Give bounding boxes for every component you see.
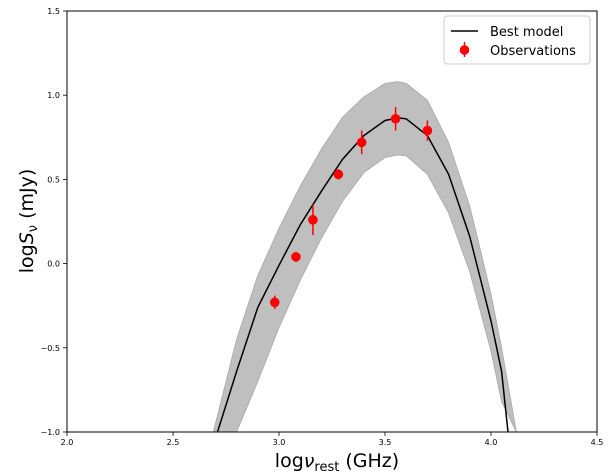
x-tick-label: 3.0 bbox=[273, 438, 286, 447]
plot-area bbox=[212, 81, 517, 432]
uncertainty-band-layer bbox=[212, 81, 517, 432]
y-axis-label-subscript: ν bbox=[26, 225, 41, 232]
y-tick-label: −0.5 bbox=[41, 344, 60, 353]
observation-point bbox=[422, 125, 433, 136]
x-tick-label: 3.5 bbox=[379, 438, 392, 447]
x-tick-label: 4.0 bbox=[485, 438, 498, 447]
best-model-line bbox=[216, 117, 509, 432]
y-tick-label: −1.0 bbox=[41, 428, 60, 437]
legend-label-best-model: Best model bbox=[490, 25, 563, 40]
x-axis-label-prefix: log bbox=[275, 450, 304, 471]
y-tick-label: 0.0 bbox=[47, 260, 60, 269]
y-axis-label-symbol: S bbox=[16, 232, 38, 244]
observation-point bbox=[333, 169, 344, 180]
x-axis-label: logνrest (GHz) bbox=[275, 450, 399, 471]
x-tick-label: 2.0 bbox=[61, 438, 74, 447]
observation-point bbox=[308, 215, 318, 225]
x-axis: 2.0 2.5 3.0 3.5 4.0 4.5 bbox=[61, 432, 604, 447]
x-axis-label-suffix: (GHz) bbox=[339, 450, 399, 471]
y-tick-label: 1.5 bbox=[47, 7, 60, 16]
y-axis: −1.0 −0.5 0.0 0.5 1.0 1.5 bbox=[41, 7, 67, 437]
legend-box bbox=[443, 15, 591, 65]
x-axis-label-subscript: rest bbox=[314, 460, 339, 471]
legend-label-observations: Observations bbox=[490, 44, 576, 59]
legend-marker-swatch bbox=[459, 45, 470, 55]
legend: Best model Observations bbox=[443, 15, 591, 65]
y-axis-label-prefix: log bbox=[16, 244, 38, 273]
y-axis-label-suffix: (mJy) bbox=[16, 169, 38, 225]
observation-point bbox=[291, 252, 301, 262]
y-tick-label: 0.5 bbox=[47, 175, 60, 184]
model-line-layer bbox=[216, 117, 509, 432]
observation-point bbox=[269, 297, 280, 308]
observation-points-layer bbox=[269, 106, 433, 310]
x-tick-label: 4.5 bbox=[591, 438, 604, 447]
x-axis-label-symbol: ν bbox=[304, 450, 315, 471]
observation-point bbox=[390, 113, 401, 124]
uncertainty-band bbox=[212, 81, 517, 432]
y-axis-label: logSν (mJy) bbox=[16, 169, 41, 274]
y-tick-label: 1.0 bbox=[47, 91, 60, 100]
observation-point bbox=[356, 137, 367, 148]
plot-frame bbox=[66, 10, 598, 433]
x-tick-label: 2.5 bbox=[167, 438, 180, 447]
